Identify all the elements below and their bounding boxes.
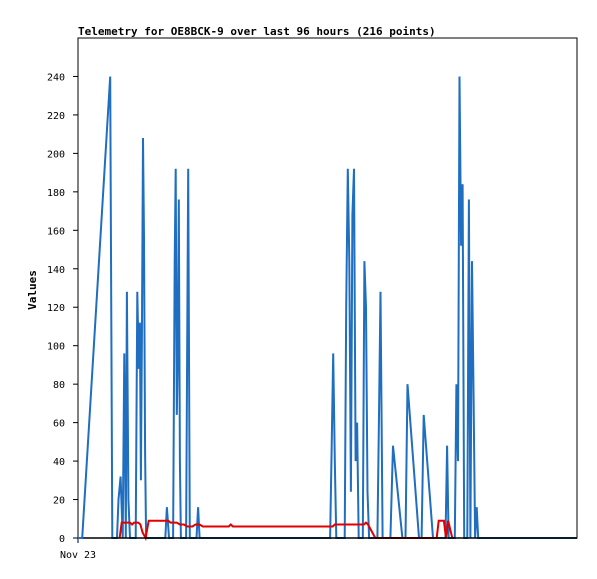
y-tick-label: 60	[53, 419, 65, 430]
y-tick-label: 40	[53, 457, 65, 468]
y-tick-label: 100	[47, 342, 65, 353]
y-axis-label: Values	[26, 270, 39, 310]
x-tick-label: Nov 23	[60, 550, 96, 561]
series-line-2	[118, 519, 454, 542]
chart-title: Telemetry for OE8BCK-9 over last 96 hour…	[78, 25, 436, 38]
y-tick-label: 120	[47, 303, 65, 314]
y-tick-label: 240	[47, 72, 65, 83]
y-tick-label: 140	[47, 265, 65, 276]
y-tick-label: 0	[59, 534, 65, 545]
y-tick-label: 180	[47, 188, 65, 199]
series-group	[78, 76, 577, 542]
y-tick-label: 20	[53, 496, 65, 507]
y-axis-ticks: 0 20 40 60 80 100 120 140 160 180 200 220 240	[47, 72, 78, 545]
y-tick-label: 200	[47, 149, 65, 160]
y-tick-label: 220	[47, 111, 65, 122]
y-tick-label: 80	[53, 380, 65, 391]
y-tick-label: 160	[47, 226, 65, 237]
